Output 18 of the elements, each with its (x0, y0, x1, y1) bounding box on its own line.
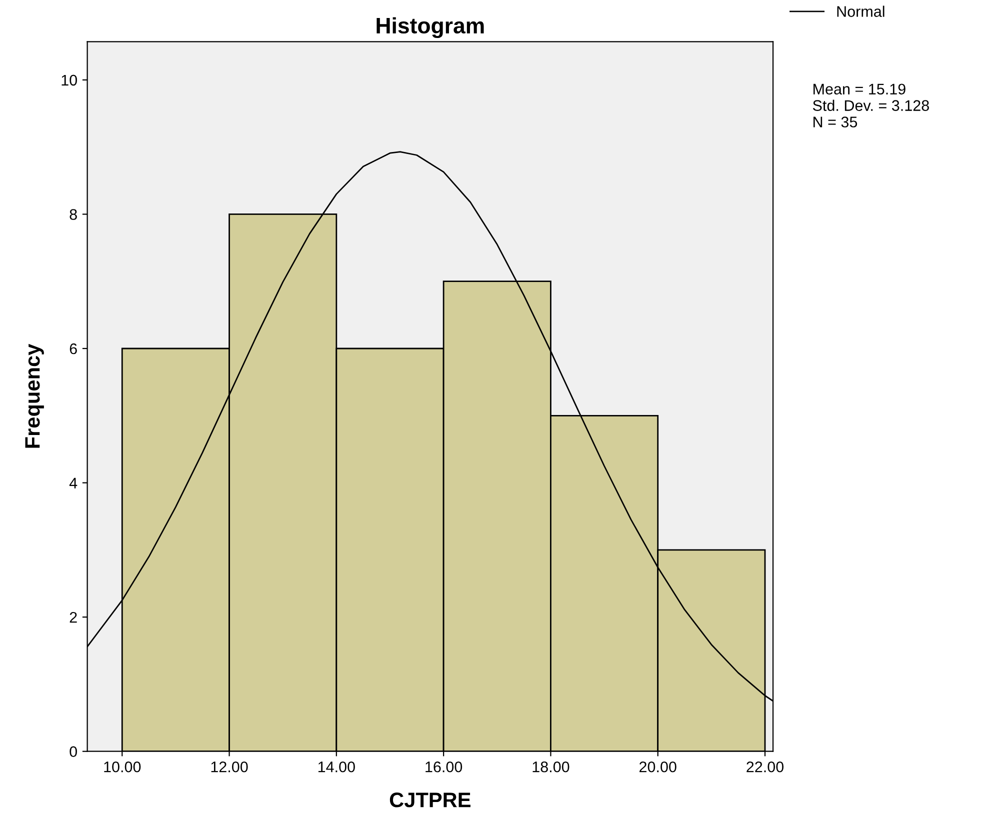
y-tick-label: 6 (70, 343, 77, 354)
y-tick-label: 10 (62, 74, 77, 86)
x-tick-label: 16.00 (426, 761, 462, 772)
x-tick-label: 22.00 (746, 761, 784, 772)
x-tick-label: 18.00 (532, 761, 570, 772)
text: Mean = 15.19 Std. Dev. = 3.128 N = 35 (812, 84, 929, 128)
y-tick-label: 8 (70, 209, 77, 220)
y-tick-label: 4 (69, 478, 78, 488)
chart-title: Histogram (376, 17, 484, 38)
y-tick-label: 0 (70, 746, 77, 758)
x-axis-title: CJTPRE (390, 792, 470, 808)
y-tick-label: 2 (70, 612, 77, 623)
x-tick-label: 12.00 (211, 761, 248, 772)
x-tick-label: 20.00 (640, 761, 676, 772)
y-axis-title: Frequency (25, 344, 44, 448)
x-tick-label: 14.00 (318, 761, 355, 772)
legend-label: Normal (837, 6, 884, 17)
x-tick-label: 10.00 (104, 761, 141, 772)
